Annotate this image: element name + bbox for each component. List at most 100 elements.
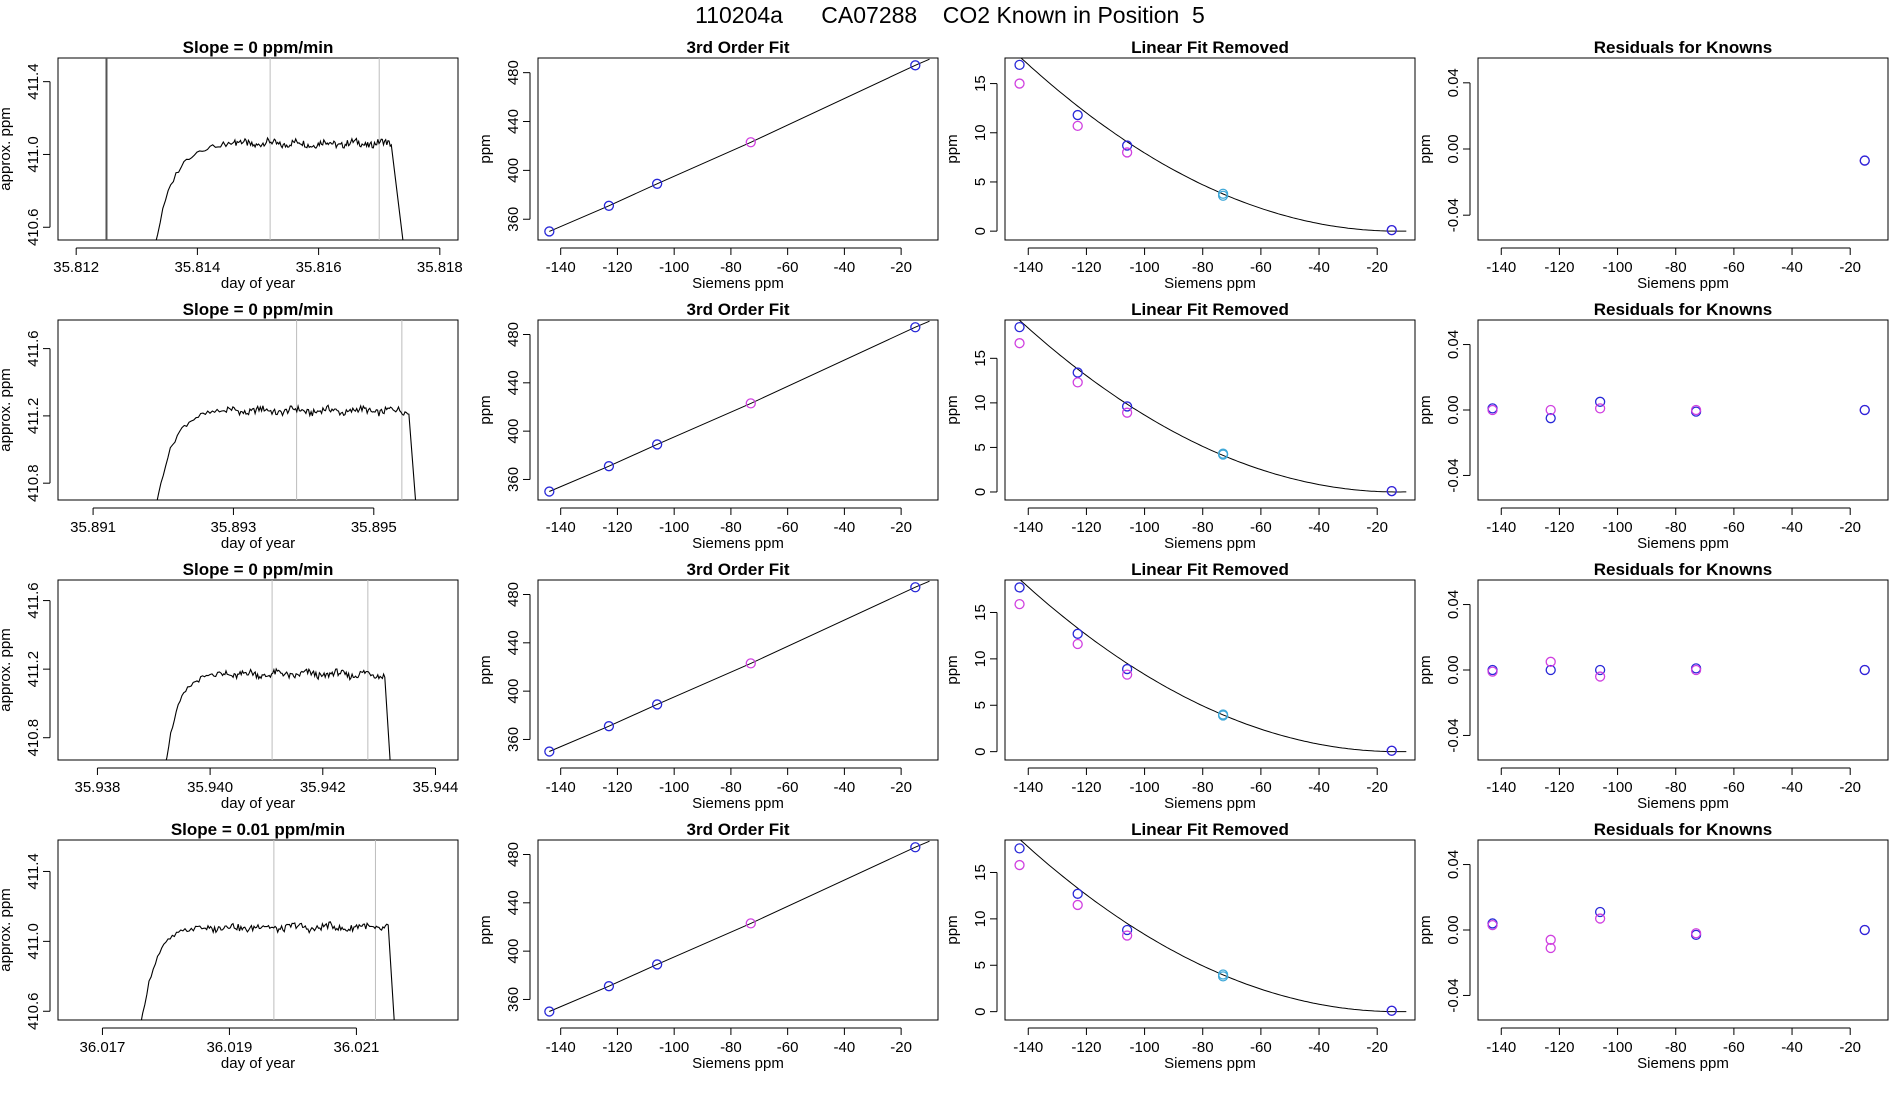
panel-title: Slope = 0 ppm/min <box>183 38 334 57</box>
x-axis-label: Siemens ppm <box>692 795 784 812</box>
panel-title: Linear Fit Removed <box>1131 560 1289 579</box>
x-tick-label: -80 <box>1665 1039 1687 1056</box>
data-point <box>910 60 921 71</box>
x-tick-label: -100 <box>1603 519 1633 536</box>
x-tick-label: -140 <box>546 779 576 796</box>
data-point <box>1545 656 1556 667</box>
y-tick-label: 5 <box>972 961 989 969</box>
data-point <box>745 658 756 669</box>
y-tick-label: 0 <box>972 488 989 496</box>
data-point <box>745 918 756 929</box>
x-tick-label: -40 <box>834 259 856 276</box>
y-tick-label: 400 <box>505 679 522 704</box>
panel-title: Slope = 0 ppm/min <box>183 300 334 319</box>
y-tick-label: 410.8 <box>25 464 42 502</box>
fit-curve <box>549 58 930 232</box>
panel-title: 3rd Order Fit <box>687 38 790 57</box>
data-point <box>1545 934 1556 945</box>
data-point <box>544 226 555 237</box>
x-tick-label: 36.019 <box>206 1039 252 1056</box>
plot-area <box>165 580 391 760</box>
data-point <box>1121 140 1133 151</box>
data-point <box>1594 664 1606 676</box>
x-tick-label: -60 <box>1723 1039 1745 1056</box>
panel-3: Slope = 0 ppm/min 35.938 35.940 35.942 35.94… <box>0 560 459 812</box>
panel-title: Residuals for Knowns <box>1594 820 1773 839</box>
x-tick-label: -60 <box>777 519 799 536</box>
x-tick-label: -80 <box>720 779 742 796</box>
data-point <box>544 746 555 757</box>
x-tick-label: -40 <box>1308 259 1330 276</box>
y-tick-label: 0.04 <box>1445 68 1462 97</box>
data-point <box>1217 449 1229 460</box>
y-tick-label: -0.04 <box>1445 198 1462 232</box>
panel-title: 3rd Order Fit <box>687 820 790 839</box>
x-tick-label: -40 <box>834 1039 856 1056</box>
concentration-trace <box>165 667 391 760</box>
x-tick-label: -20 <box>890 1039 912 1056</box>
plot-frame <box>57 319 459 501</box>
x-tick-label: -40 <box>1308 779 1330 796</box>
x-tick-label: -120 <box>1544 1039 1574 1056</box>
y-tick-label: -0.04 <box>1445 978 1462 1012</box>
data-point <box>1859 664 1870 676</box>
data-point <box>1014 321 1025 333</box>
x-tick-label: -60 <box>777 259 799 276</box>
x-tick-label: -120 <box>1071 1039 1101 1056</box>
data-point <box>745 398 756 409</box>
data-point <box>1121 930 1133 941</box>
data-point <box>1487 919 1498 931</box>
x-axis-label: Siemens ppm <box>1164 1055 1256 1072</box>
panel-title: Residuals for Knowns <box>1594 560 1773 579</box>
x-tick-label: -60 <box>777 1039 799 1056</box>
panel-6: 3rd Order Fit -140 -120 -100 -80 -60 -40 -20 Sie… <box>477 300 939 552</box>
y-tick-label: 360 <box>505 727 522 752</box>
data-point <box>1121 401 1133 412</box>
x-tick-label: -140 <box>546 1039 576 1056</box>
data-point <box>651 959 663 970</box>
x-tick-label: 35.814 <box>174 259 220 276</box>
fit-curve <box>1019 580 1407 753</box>
y-axis-label: ppm <box>944 655 961 684</box>
plot-frame <box>1004 839 1416 1021</box>
x-tick-label: -40 <box>1308 1039 1330 1056</box>
data-point <box>1594 671 1606 682</box>
plot-area <box>1014 580 1407 756</box>
x-tick-label: -40 <box>1781 1039 1803 1056</box>
x-tick-label: -100 <box>1130 1039 1160 1056</box>
data-point <box>1072 120 1083 132</box>
data-point <box>544 1006 555 1017</box>
data-point <box>1072 628 1083 639</box>
plot-frame <box>537 839 939 1021</box>
y-tick-label: 15 <box>972 350 989 367</box>
data-point <box>1217 710 1229 721</box>
x-tick-label: -100 <box>1130 779 1160 796</box>
data-point <box>1072 638 1083 650</box>
plot-area <box>1487 396 1870 424</box>
panel-16: Residuals for Knowns -140 -120 -100 -80 -60 -4… <box>1417 820 1889 1072</box>
x-tick-label: -140 <box>546 259 576 276</box>
data-point <box>1014 59 1025 71</box>
y-tick-label: 0.00 <box>1445 395 1462 424</box>
data-point <box>1594 913 1606 924</box>
y-tick-label: 411.6 <box>25 330 42 366</box>
x-tick-label: -20 <box>890 779 912 796</box>
y-axis-label: ppm <box>944 915 961 944</box>
x-tick-label: -80 <box>1192 259 1214 276</box>
y-tick-label: -0.04 <box>1445 458 1462 492</box>
x-tick-label: -40 <box>834 779 856 796</box>
x-tick-label: -80 <box>1192 779 1214 796</box>
x-tick-label: -60 <box>1723 519 1745 536</box>
x-tick-label: 35.893 <box>210 519 256 536</box>
data-point <box>1217 971 1229 982</box>
x-tick-label: -120 <box>1544 519 1574 536</box>
x-tick-label: -100 <box>659 1039 689 1056</box>
y-tick-label: 10 <box>972 395 989 412</box>
x-tick-label: -80 <box>1665 259 1687 276</box>
y-axis-label: ppm <box>1417 655 1434 684</box>
plot-frame <box>1004 579 1416 761</box>
plot-frame <box>1477 57 1889 241</box>
data-point <box>1859 155 1870 166</box>
data-point <box>1014 843 1025 854</box>
x-axis-label: Siemens ppm <box>1164 535 1256 552</box>
